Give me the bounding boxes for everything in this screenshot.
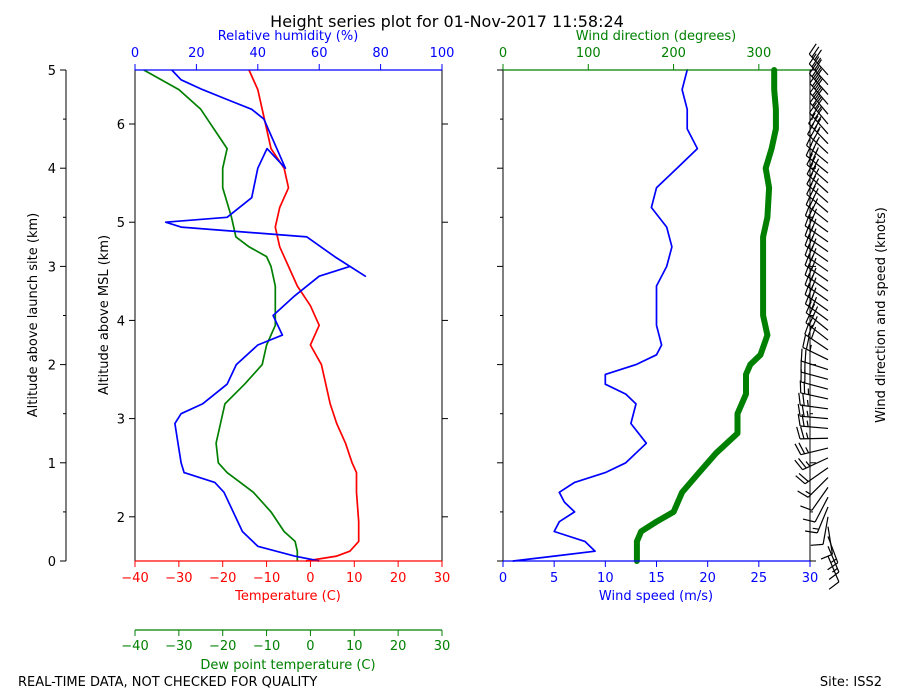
agl-tick-label: 5 xyxy=(48,64,56,79)
rh-tick-label: 100 xyxy=(430,46,455,61)
dewpoint-tick-label: 0 xyxy=(306,639,314,654)
wind-barb xyxy=(827,555,840,590)
wind-barb xyxy=(794,442,829,456)
dewpoint-tick-label: 10 xyxy=(346,639,363,654)
thermo-series-group xyxy=(143,69,367,562)
barb-panel-label: Wind direction and speed (knots) xyxy=(874,207,889,423)
wind-series-group xyxy=(512,67,779,564)
temp-tick-label: −10 xyxy=(253,571,280,586)
dew-point-temperature-c-line xyxy=(143,69,299,561)
wind-barb xyxy=(800,348,829,371)
dewpoint-tick-label: 30 xyxy=(434,639,451,654)
wind-barb xyxy=(797,403,829,420)
dewpoint-tick-label: −40 xyxy=(121,639,148,654)
dewpoint-tick-label: 20 xyxy=(390,639,407,654)
dewpoint-tick-label: −10 xyxy=(253,639,280,654)
wind-direction-tick-label: 0 xyxy=(499,46,507,61)
msl-tick-label: 6 xyxy=(117,118,125,133)
wind-barb xyxy=(794,457,829,471)
thermo-plot-frame xyxy=(134,69,443,562)
relative-humidity-line xyxy=(164,69,367,562)
rh-tick-label: 60 xyxy=(311,46,328,61)
wind-barb xyxy=(810,516,829,546)
wind-direction-axis-label: Wind direction (degrees) xyxy=(576,29,736,44)
site-label: Site: ISS2 xyxy=(820,675,882,690)
temp-tick-label: 10 xyxy=(346,571,363,586)
wind-speed-tick-label: 10 xyxy=(597,571,614,586)
wind-speed-tick-label: 30 xyxy=(802,571,819,586)
dewpoint-tick-label: −20 xyxy=(209,639,236,654)
agl-tick-label: 1 xyxy=(48,457,56,472)
wind-direction-tick-label: 300 xyxy=(746,46,771,61)
wind-barb xyxy=(798,392,829,410)
wind-barb xyxy=(805,506,829,534)
wind-barb xyxy=(806,162,829,194)
agl-tick-label: 4 xyxy=(48,162,56,177)
wind-barb xyxy=(799,380,829,400)
agl-tick-label: 0 xyxy=(48,555,56,570)
wind-barb xyxy=(808,43,829,76)
wind-barb xyxy=(797,477,829,498)
temp-tick-label: −20 xyxy=(209,571,236,586)
agl-tick-label: 2 xyxy=(48,359,56,374)
temp-tick-label: −40 xyxy=(121,571,148,586)
wind-speed-tick-label: 5 xyxy=(550,571,558,586)
wind-barb xyxy=(796,426,829,440)
msl-tick-label: 2 xyxy=(117,511,125,526)
wind-speed-tick-label: 15 xyxy=(648,571,665,586)
temp-tick-label: 30 xyxy=(434,571,451,586)
wind-direction-degrees-line xyxy=(633,67,779,564)
msl-tick-label: 5 xyxy=(117,216,125,231)
quality-disclaimer: REAL-TIME DATA, NOT CHECKED FOR QUALITY xyxy=(18,675,317,690)
wind-panel: 0 100 200 300 0 5 10 15 20 25 30 Wind direction (d… xyxy=(497,29,818,604)
rh-tick-label: 80 xyxy=(372,46,389,61)
wind-barb xyxy=(827,536,839,571)
wind-barb xyxy=(802,335,829,361)
dewpoint-tick-label: −30 xyxy=(165,639,192,654)
wind-direction-tick-label: 100 xyxy=(576,46,601,61)
temp-tick-label: −30 xyxy=(165,571,192,586)
msl-axis-label: Altitude above MSL (km) xyxy=(97,235,112,395)
temp-tick-label: 20 xyxy=(390,571,407,586)
wind-barb xyxy=(800,487,829,511)
wind-speed-m-s-line xyxy=(512,69,699,562)
chart-title: Height series plot for 01-Nov-2017 11:58… xyxy=(270,12,624,31)
wind-barb xyxy=(802,496,829,523)
wind-speed-tick-label: 20 xyxy=(699,571,716,586)
temp-axis-label: Temperature (C) xyxy=(234,589,341,604)
wind-barb xyxy=(795,467,829,485)
temp-tick-label: 0 xyxy=(306,571,314,586)
wind-speed-tick-label: 0 xyxy=(499,571,507,586)
wind-barb xyxy=(827,546,840,580)
wind-barb xyxy=(820,526,833,560)
rh-tick-label: 0 xyxy=(131,46,139,61)
wind-barb xyxy=(808,112,829,145)
rh-tick-label: 40 xyxy=(250,46,267,61)
temperature-c-line xyxy=(248,69,360,562)
agl-tick-label: 3 xyxy=(48,260,56,275)
wind-speed-tick-label: 25 xyxy=(751,571,768,586)
wind-barbs-group xyxy=(794,43,840,590)
msl-tick-label: 4 xyxy=(117,314,125,329)
rh-axis-label: Relative humidity (%) xyxy=(218,29,359,44)
agl-axis-label: Altitude above launch site (km) xyxy=(26,213,41,417)
dewpoint-axis-label: Dew point temperature (C) xyxy=(200,658,375,673)
wind-direction-tick-label: 200 xyxy=(661,46,686,61)
msl-tick-label: 3 xyxy=(117,413,125,428)
rh-tick-label: 20 xyxy=(188,46,205,61)
wind-barb xyxy=(809,102,829,135)
wind-axes-group: 0 100 200 300 0 5 10 15 20 25 30 xyxy=(497,46,818,586)
wind-speed-axis-label: Wind speed (m/s) xyxy=(599,589,713,604)
